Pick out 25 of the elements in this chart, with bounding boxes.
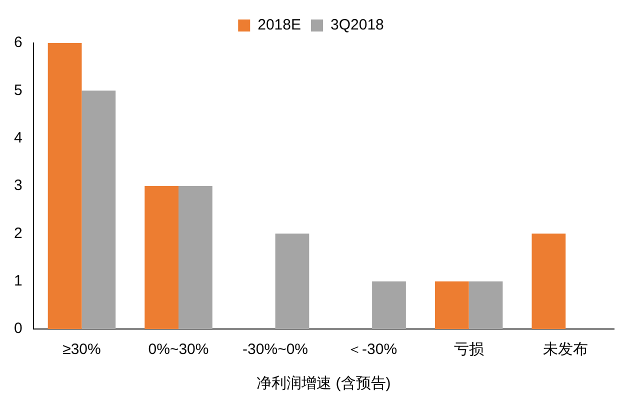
y-tick-label: 6 xyxy=(14,34,22,52)
y-tick-label: 1 xyxy=(14,272,22,290)
bar xyxy=(82,90,116,329)
x-tick-label: 亏损 xyxy=(454,341,484,358)
bar xyxy=(372,281,406,329)
legend-label: 2018E xyxy=(258,16,301,34)
x-tick-label: 未发布 xyxy=(543,341,588,358)
x-tick-label: -30%~0% xyxy=(242,341,308,358)
y-tick-label: 2 xyxy=(14,224,22,242)
x-tick-label: ＜-30% xyxy=(347,341,398,358)
x-tick-label: ≥30% xyxy=(62,341,101,358)
bar xyxy=(275,234,310,329)
bar xyxy=(434,281,469,329)
y-tick-label: 4 xyxy=(14,129,22,146)
legend-label: 3Q2018 xyxy=(330,16,384,34)
y-tick-label: 3 xyxy=(14,177,22,194)
bar xyxy=(48,43,82,329)
x-tick-label: 0%~30% xyxy=(148,341,209,358)
bar xyxy=(144,186,179,329)
x-axis-title: 净利润增速 (含预告) xyxy=(256,375,391,392)
bar xyxy=(532,234,566,329)
bar xyxy=(178,186,212,329)
bar xyxy=(468,281,503,329)
y-tick-label: 0 xyxy=(14,320,22,338)
y-tick-label: 5 xyxy=(14,82,22,99)
